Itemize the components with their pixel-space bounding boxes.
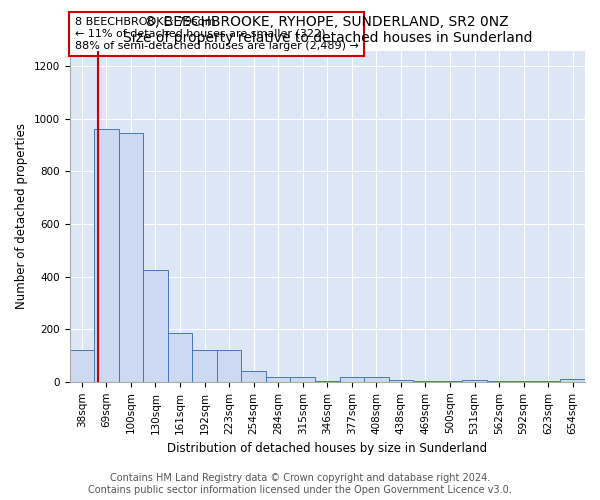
Bar: [241, 371, 266, 382]
Bar: [143, 270, 168, 382]
Title: 8, BEECHBROOKE, RYHOPE, SUNDERLAND, SR2 0NZ
Size of property relative to detache: 8, BEECHBROOKE, RYHOPE, SUNDERLAND, SR2 …: [122, 15, 532, 45]
Text: Contains HM Land Registry data © Crown copyright and database right 2024.
Contai: Contains HM Land Registry data © Crown c…: [88, 474, 512, 495]
Bar: [315, 380, 340, 382]
Bar: [94, 130, 119, 382]
Bar: [536, 380, 560, 382]
X-axis label: Distribution of detached houses by size in Sunderland: Distribution of detached houses by size …: [167, 442, 487, 455]
Bar: [168, 333, 192, 382]
Text: 8 BEECHBROOKE: 79sqm
← 11% of detached houses are smaller (322)
88% of semi-deta: 8 BEECHBROOKE: 79sqm ← 11% of detached h…: [74, 18, 359, 50]
Bar: [389, 380, 413, 382]
Bar: [290, 377, 315, 382]
Bar: [119, 134, 143, 382]
Bar: [364, 377, 389, 382]
Bar: [217, 350, 241, 382]
Bar: [192, 350, 217, 382]
Bar: [340, 377, 364, 382]
Bar: [462, 380, 487, 382]
Bar: [70, 350, 94, 382]
Bar: [560, 378, 585, 382]
Y-axis label: Number of detached properties: Number of detached properties: [15, 123, 28, 309]
Bar: [266, 376, 290, 382]
